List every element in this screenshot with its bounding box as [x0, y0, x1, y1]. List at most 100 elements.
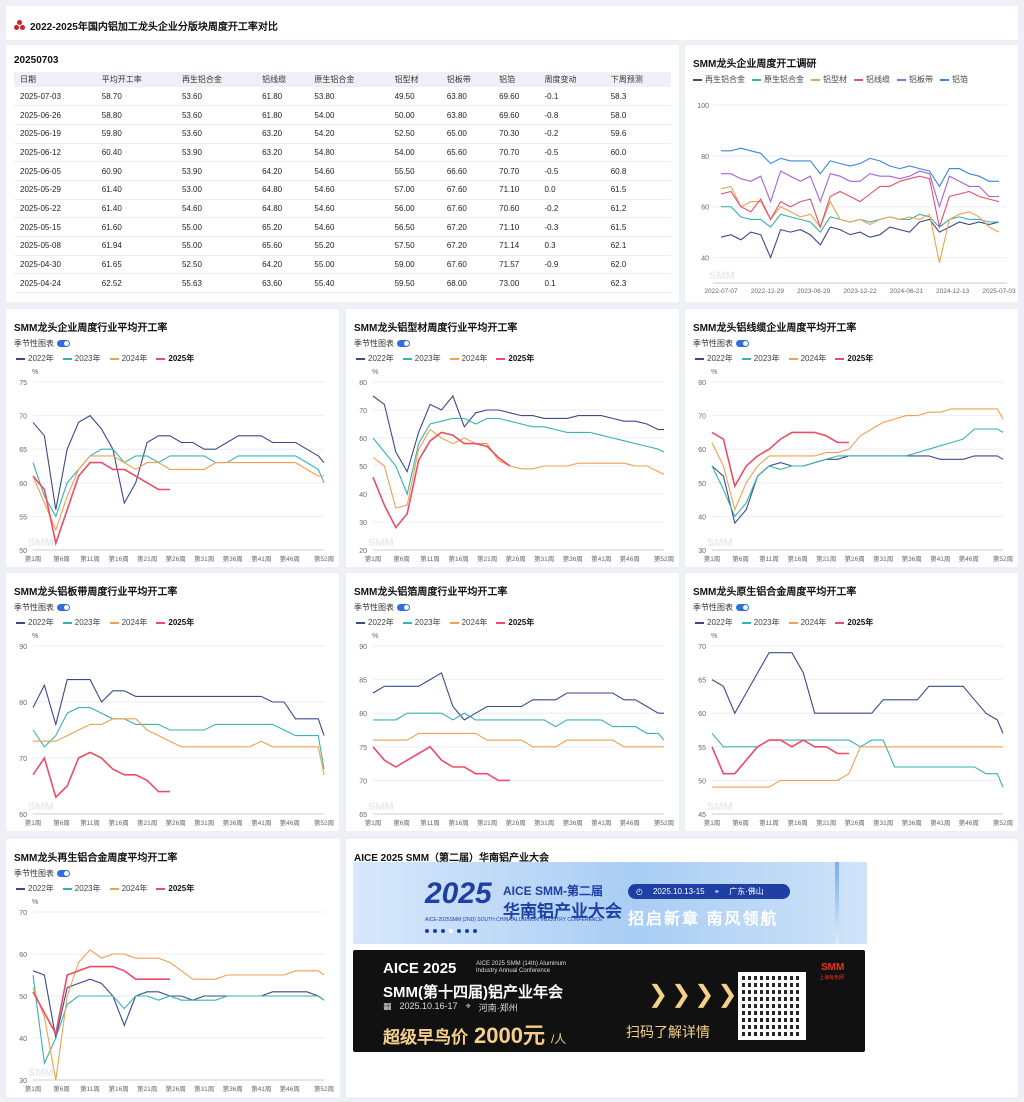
column-header[interactable]: 下周预测: [604, 72, 671, 87]
legend-item[interactable]: 铝型材: [811, 74, 847, 85]
year-series-line[interactable]: [32, 679, 325, 736]
year-series-line[interactable]: [32, 970, 325, 1039]
seasonal-toggle[interactable]: [57, 604, 70, 611]
year-series-line[interactable]: [372, 428, 665, 509]
legend-item[interactable]: 2022年: [16, 883, 54, 894]
column-header[interactable]: 铝型材: [388, 72, 441, 87]
year-series-line[interactable]: [711, 428, 1004, 518]
year-series-line[interactable]: [32, 455, 324, 532]
banner1-slogan: 招启新章 南风领航: [628, 911, 779, 928]
column-header[interactable]: 日期: [14, 72, 96, 87]
x-tick-label: 第11周: [80, 554, 100, 563]
year-series-line[interactable]: [372, 394, 664, 473]
year-series-line[interactable]: [373, 732, 664, 748]
south-china-banner[interactable]: 2025 AICE SMM-第二届 华南铝产业大会 AICE-2025SMM (…: [353, 862, 867, 944]
legend-item[interactable]: 2024年: [109, 353, 147, 364]
y-tick-label: 20: [359, 548, 367, 555]
column-header[interactable]: 原生铝合金: [308, 72, 389, 87]
legend-item[interactable]: 2022年: [695, 353, 733, 364]
annual-conference-banner[interactable]: AICE 2025 AICE 2025 SMM (14th) Aluminum …: [353, 950, 865, 1052]
survey-series-line[interactable]: [720, 218, 1000, 260]
legend-item[interactable]: 2025年: [156, 353, 194, 364]
seasonal-toggle-label: 季节性图表: [693, 339, 733, 348]
legend-item[interactable]: 2022年: [16, 617, 54, 628]
legend-item[interactable]: 2023年: [741, 617, 780, 628]
table-cell: 65.20: [256, 217, 309, 237]
seasonal-toggle[interactable]: [397, 340, 410, 347]
legend-item[interactable]: 再生铝合金: [693, 74, 745, 85]
year-series-line[interactable]: [32, 751, 170, 799]
year-series-line[interactable]: [32, 707, 325, 770]
year-series-line[interactable]: [32, 461, 170, 547]
legend-item[interactable]: 2022年: [356, 353, 394, 364]
x-tick-label: 第26周: [845, 818, 865, 827]
year-series-line[interactable]: [32, 965, 170, 1037]
survey-series-line[interactable]: [720, 185, 1000, 263]
year-series-line[interactable]: [711, 739, 849, 775]
survey-series-line[interactable]: [721, 147, 999, 188]
year-series-line[interactable]: [372, 431, 511, 530]
column-header[interactable]: 平均开工率: [95, 72, 176, 87]
legend-item[interactable]: 2024年: [449, 617, 487, 628]
year-series-line[interactable]: [372, 745, 510, 782]
legend-item[interactable]: 2025年: [496, 353, 534, 364]
legend-item[interactable]: 2025年: [156, 883, 194, 894]
year-series-line[interactable]: [711, 652, 1004, 734]
seasonal-toggle[interactable]: [57, 340, 70, 347]
legend-item[interactable]: 2024年: [109, 883, 147, 894]
legend-item[interactable]: 2025年: [496, 617, 534, 628]
seasonal-toggle[interactable]: [736, 604, 749, 611]
legend-item[interactable]: 2022年: [356, 617, 394, 628]
year-series-line[interactable]: [372, 417, 665, 496]
seasonal-toggle[interactable]: [736, 340, 749, 347]
legend-item[interactable]: 2025年: [835, 353, 873, 364]
legend-item[interactable]: 2022年: [16, 353, 54, 364]
year-series-line[interactable]: [712, 746, 1003, 788]
seasonal-chart: %90807060第1周 第6周 第11周 第16周 第21周 第26周 第31周 第36周第…: [19, 633, 334, 827]
survey-series-line[interactable]: [721, 170, 999, 209]
qr-code-icon[interactable]: [738, 972, 806, 1040]
column-header[interactable]: 再生铝合金: [175, 72, 257, 87]
year-series-line[interactable]: [711, 733, 1004, 788]
year-series-line[interactable]: [32, 414, 325, 510]
legend-item[interactable]: 铝板带: [897, 74, 933, 85]
unit-label: %: [711, 633, 717, 640]
year-series-line[interactable]: [32, 974, 325, 1066]
column-header[interactable]: 周度变动: [538, 72, 605, 87]
legend-item[interactable]: 铝线缆: [854, 74, 890, 85]
seasonal-toggle[interactable]: [57, 870, 70, 877]
y-tick-label: 60: [19, 952, 27, 959]
column-header[interactable]: 铝板带: [440, 72, 494, 87]
legend-item[interactable]: 2024年: [788, 617, 826, 628]
legend-item[interactable]: 2023年: [62, 883, 101, 894]
year-series-line[interactable]: [711, 455, 1004, 525]
legend-item[interactable]: 2022年: [695, 617, 733, 628]
seasonal-toggle[interactable]: [397, 604, 410, 611]
table-cell: 61.60: [95, 217, 176, 237]
column-header[interactable]: 铝线缆: [256, 72, 309, 87]
year-series-line[interactable]: [32, 949, 325, 1081]
legend-item[interactable]: 铝箔: [940, 74, 968, 85]
column-header[interactable]: 铝箔: [493, 72, 539, 87]
legend-item[interactable]: 2025年: [835, 617, 873, 628]
legend-item[interactable]: 原生铝合金: [752, 74, 804, 85]
year-series-line[interactable]: [373, 712, 665, 741]
year-series-line[interactable]: [711, 431, 849, 489]
location-icon: ⌖: [465, 1001, 471, 1011]
legend-item[interactable]: 2023年: [62, 353, 101, 364]
legend-item[interactable]: 2024年: [788, 353, 826, 364]
year-series-line[interactable]: [372, 672, 664, 721]
legend-item[interactable]: 2023年: [402, 617, 441, 628]
legend-item[interactable]: 2025年: [156, 617, 194, 628]
y-tick-label: 70: [698, 414, 706, 421]
seasonal-toggle-row: 季节性图表: [354, 602, 410, 613]
survey-series-line[interactable]: [720, 175, 1000, 230]
legend-item[interactable]: 2023年: [402, 353, 441, 364]
x-tick-label: 第26周: [845, 554, 865, 563]
legend-item[interactable]: 2024年: [109, 617, 147, 628]
legend-item[interactable]: 2023年: [62, 617, 101, 628]
year-series-line[interactable]: [711, 408, 1004, 512]
legend-item[interactable]: 2023年: [741, 353, 780, 364]
year-series-line[interactable]: [33, 718, 325, 775]
legend-item[interactable]: 2024年: [449, 353, 487, 364]
